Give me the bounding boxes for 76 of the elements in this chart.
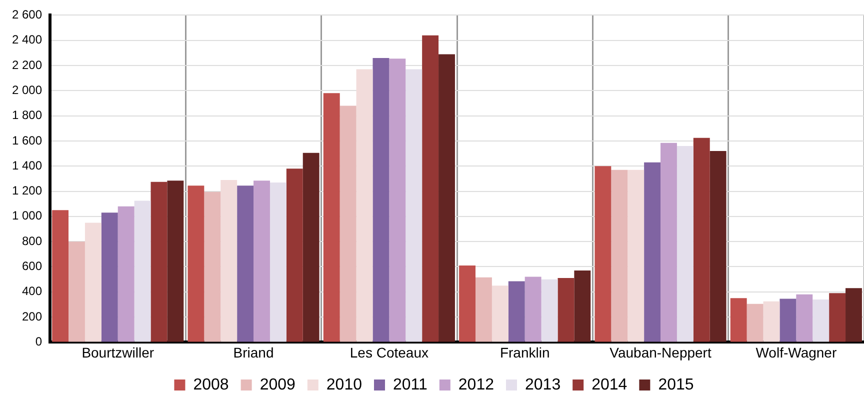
bar [459, 265, 476, 342]
y-tick-label: 600 [22, 259, 42, 274]
y-tick-label: 400 [22, 284, 42, 298]
y-tick-label: 1 000 [12, 208, 42, 223]
bar [101, 212, 118, 342]
x-tick-label: Bourtzwiller [82, 344, 154, 360]
legend-label: 2013 [525, 376, 561, 394]
bar [167, 180, 184, 342]
bar [594, 166, 612, 342]
bar [52, 210, 69, 342]
bar [763, 301, 780, 342]
bar [188, 186, 204, 342]
bar [574, 270, 591, 342]
y-tick-label: 2 200 [12, 58, 42, 72]
bar [68, 242, 85, 342]
legend-label: 2011 [393, 376, 428, 394]
bar [710, 151, 726, 342]
bar [492, 286, 508, 342]
bar [389, 58, 406, 342]
bar [628, 170, 644, 342]
bar [508, 281, 525, 342]
x-tick-label: Vauban-Neppert [610, 344, 712, 360]
bar [558, 278, 574, 342]
bar [356, 69, 373, 342]
y-tick-label: 800 [22, 234, 42, 248]
bar [812, 299, 830, 342]
bar [302, 152, 320, 342]
bar [730, 298, 747, 342]
y-tick-label: 2 600 [12, 8, 42, 22]
bar [204, 192, 221, 342]
bar [286, 168, 303, 342]
y-tick-label: 1 400 [12, 158, 42, 172]
bar [796, 294, 813, 342]
bar [438, 54, 455, 342]
bar [340, 106, 356, 342]
legend-label: 2008 [193, 376, 229, 394]
bar [676, 146, 694, 342]
legend-label: 2009 [260, 376, 296, 394]
bar [220, 180, 238, 342]
x-tick-label: Wolf-Wagner [756, 344, 837, 360]
bar [406, 69, 422, 342]
y-tick-label: 1 800 [12, 108, 42, 122]
x-tick-label: Franklin [500, 344, 550, 360]
bar [237, 186, 254, 342]
bar [372, 58, 390, 342]
bar [134, 200, 151, 342]
bar [270, 182, 286, 342]
y-tick-label: 2 000 [12, 82, 42, 97]
legend-label: 2014 [592, 376, 628, 394]
bar [84, 222, 102, 342]
bar [541, 279, 558, 342]
legend-label: 2015 [658, 376, 694, 394]
bar [693, 138, 710, 342]
bar [254, 180, 270, 342]
bar [118, 206, 134, 342]
y-tick-label: 0 [35, 334, 42, 349]
y-tick-label: 200 [22, 309, 42, 324]
bar [660, 142, 677, 342]
bar [644, 162, 661, 342]
y-tick-label: 1 200 [12, 184, 42, 198]
x-tick-label: Briand [233, 344, 274, 360]
legend-label: 2010 [326, 376, 362, 394]
bar [524, 276, 542, 342]
bar [422, 35, 439, 342]
y-tick-label: 2 400 [12, 32, 42, 47]
bar [476, 277, 492, 342]
bar [323, 93, 340, 342]
bar [611, 170, 628, 342]
bar [846, 288, 862, 342]
bar [829, 293, 846, 342]
bar [746, 304, 764, 342]
bar [780, 298, 796, 342]
y-tick-label: 1 600 [12, 133, 42, 148]
legend-label: 2012 [458, 376, 494, 394]
bar [150, 182, 168, 342]
x-tick-label: Les Coteaux [350, 344, 428, 360]
